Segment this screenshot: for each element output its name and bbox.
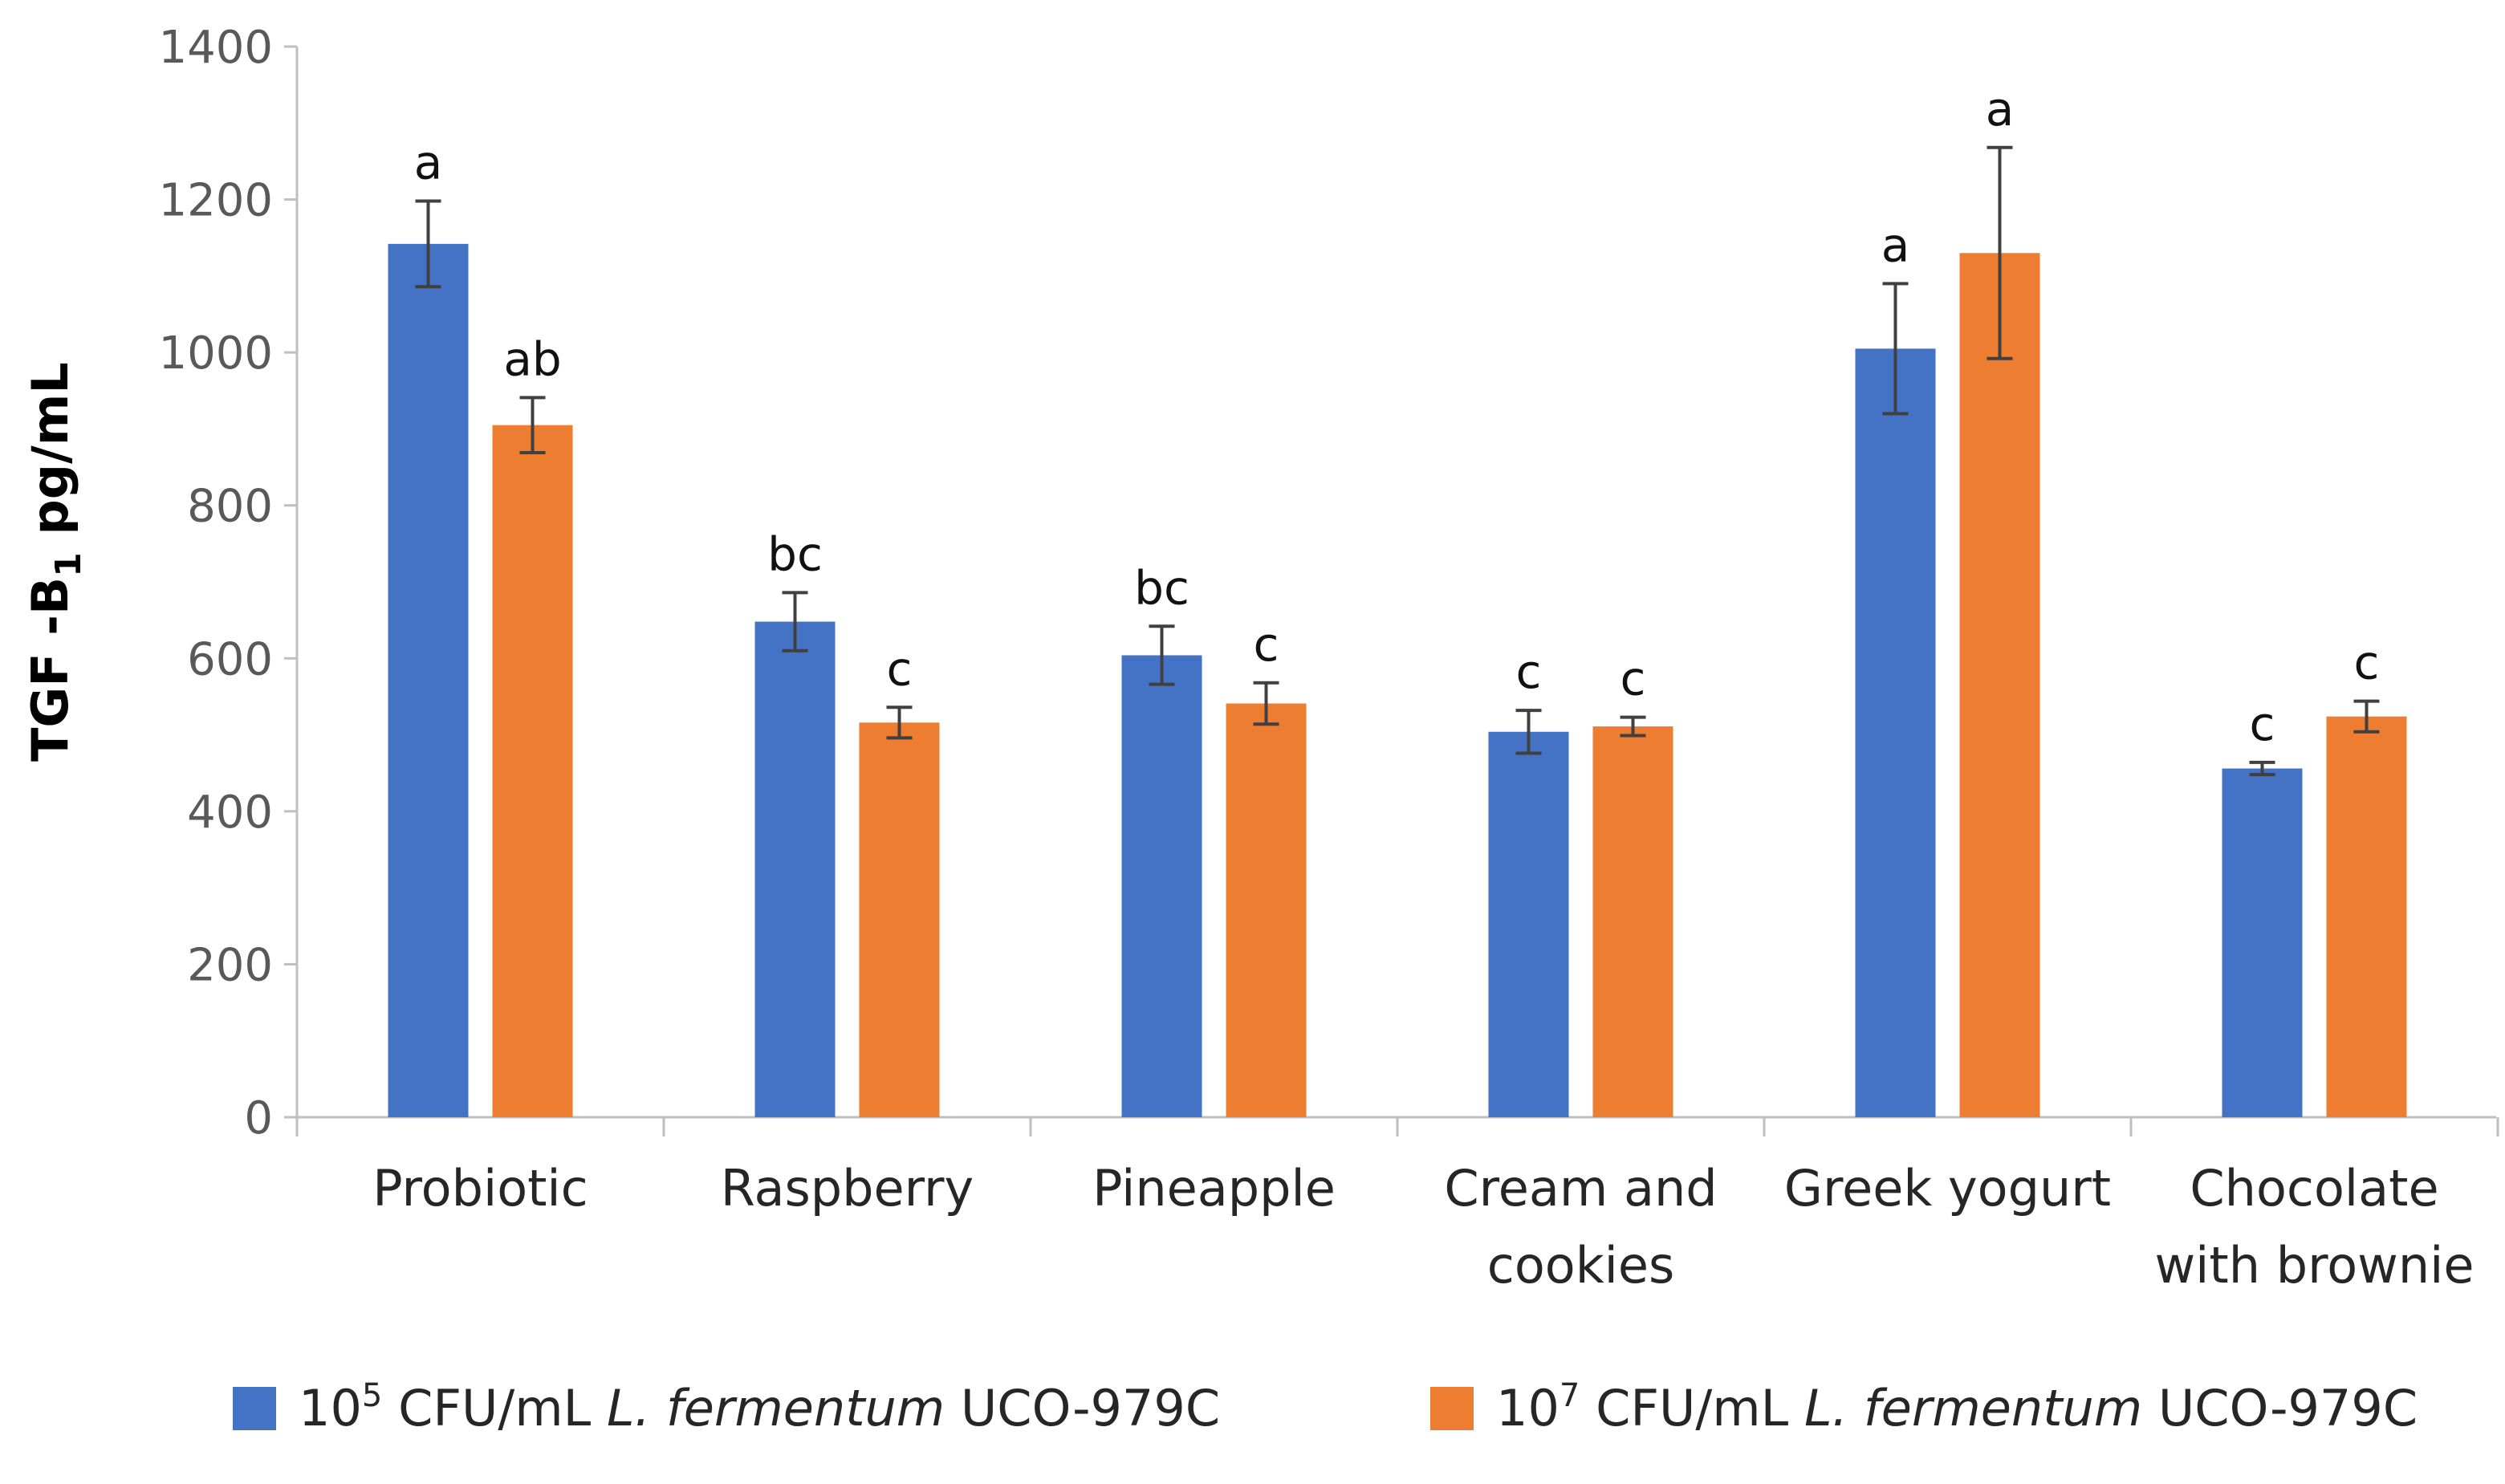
- legend: 105 CFU/mL L. fermentum UCO-979C 107 CFU/…: [233, 1377, 2418, 1437]
- y-axis-title-unit: pg/mL: [21, 362, 79, 552]
- bar: [754, 621, 836, 1117]
- x-category-label-line: Probiotic: [372, 1159, 588, 1218]
- significance-label: c: [1621, 652, 1646, 706]
- y-axis-title: TGF -B1 pg/mL: [21, 362, 89, 762]
- y-tick-label: 600: [187, 633, 273, 685]
- significance-label: c: [1254, 617, 1279, 672]
- significance-label: a: [1986, 82, 2015, 136]
- bar: [2222, 768, 2303, 1117]
- error-bars: [415, 145, 2380, 777]
- x-category-label-line: with brownie: [2154, 1236, 2474, 1295]
- legend-strain: UCO-979C: [945, 1379, 1220, 1437]
- legend-species: L. fermentum: [607, 1379, 945, 1437]
- significance-labels: a ab bc c bc c c c a a c c: [414, 82, 2380, 751]
- legend-strain: UCO-979C: [2142, 1379, 2418, 1437]
- x-category-label-line: Greek yogurt: [1784, 1159, 2111, 1218]
- bars: [388, 243, 2407, 1118]
- legend-label: 105 CFU/mL L. fermentum UCO-979C: [299, 1377, 1220, 1437]
- x-category-label-line: Cream and: [1444, 1159, 1717, 1218]
- legend-swatch: [1430, 1387, 1474, 1430]
- x-category-label: Cream and cookies: [1444, 1159, 1717, 1295]
- bar: [1226, 703, 1307, 1117]
- y-axis-title-subscript: 1: [48, 552, 89, 577]
- x-category-label: Pineapple: [1092, 1159, 1336, 1218]
- legend-exponent: 5: [362, 1377, 382, 1414]
- bar: [859, 722, 940, 1117]
- bar: [1959, 253, 2040, 1117]
- x-axis-category-labels: Probiotic Raspberry Pineapple Cream and cook…: [372, 1159, 2474, 1295]
- bar: [2326, 716, 2407, 1117]
- legend-species: L. fermentum: [1804, 1379, 2142, 1437]
- legend-swatch: [233, 1387, 276, 1430]
- x-category-label: Chocolate with brownie: [2154, 1159, 2474, 1295]
- legend-base: 10: [1496, 1379, 1560, 1437]
- significance-label: c: [1516, 644, 1542, 699]
- significance-label: c: [887, 641, 913, 696]
- bar: [1121, 655, 1202, 1117]
- y-tick-label: 400: [187, 787, 273, 839]
- legend-base: 10: [299, 1379, 362, 1437]
- significance-label: ab: [503, 331, 561, 386]
- bar: [1488, 731, 1569, 1117]
- significance-label: c: [2250, 697, 2275, 751]
- legend-unit: CFU/mL: [1580, 1379, 1804, 1437]
- x-category-label: Greek yogurt: [1784, 1159, 2111, 1218]
- axes: [295, 47, 2499, 1136]
- significance-label: c: [2354, 636, 2380, 690]
- legend-exponent: 7: [1560, 1377, 1580, 1414]
- x-category-label-line: Pineapple: [1092, 1159, 1336, 1218]
- y-tick-label: 1200: [158, 175, 273, 227]
- x-category-label: Raspberry: [721, 1159, 974, 1218]
- y-tick-label: 0: [244, 1092, 273, 1145]
- significance-label: bc: [1134, 560, 1189, 615]
- significance-label: a: [1881, 218, 1910, 272]
- y-tick-label: 200: [187, 939, 273, 991]
- legend-unit: CFU/mL: [382, 1379, 607, 1437]
- x-category-label-line: cookies: [1487, 1236, 1675, 1295]
- legend-label: 107 CFU/mL L. fermentum UCO-979C: [1496, 1377, 2418, 1437]
- significance-label: a: [414, 135, 443, 189]
- y-axis-title-main: TGF -B: [21, 577, 79, 762]
- y-tick-label: 1000: [158, 327, 273, 380]
- x-category-label-line: Raspberry: [721, 1159, 974, 1218]
- x-category-label-line: Chocolate: [2190, 1159, 2438, 1218]
- y-tick-label: 800: [187, 481, 273, 533]
- bar: [388, 243, 469, 1117]
- y-axis-ticks: 0 200 400 600 800 1000 1200 1400: [158, 22, 297, 1145]
- x-category-label: Probiotic: [372, 1159, 588, 1218]
- bar: [492, 425, 573, 1117]
- significance-label: bc: [767, 527, 823, 581]
- y-tick-label: 1400: [158, 22, 273, 74]
- bar: [1855, 348, 1936, 1118]
- bar: [1592, 726, 1673, 1117]
